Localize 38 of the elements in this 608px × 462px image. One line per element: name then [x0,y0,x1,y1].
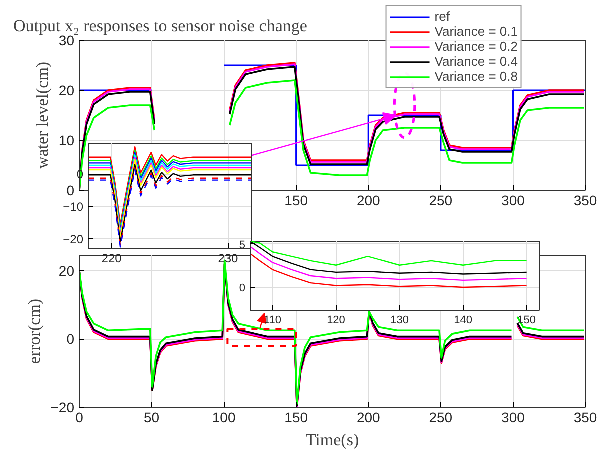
x-tick-label: 150 [284,192,308,208]
x-tick-label: 150 [284,410,308,426]
legend-label: Variance = 0.2 [434,39,518,54]
x-tick-label: 130 [390,314,409,326]
x-tick-label: 220 [102,252,122,266]
y-tick-label: 0 [66,331,75,348]
y-tick-label: 20 [58,82,75,98]
x-tick-label: 350 [574,410,598,426]
x-tick-label: 300 [502,410,526,426]
y-axis-title: error(cm) [24,298,44,364]
legend-label: Variance = 0.1 [434,24,518,39]
line-series [250,246,528,282]
x-axis-title: Time(s) [306,430,360,450]
y-tick-label: 30 [58,32,75,48]
line-series [250,253,528,288]
x-tick-label: 140 [454,314,472,326]
y-tick-label: 10 [58,132,75,148]
x-tick-label: 200 [356,410,381,426]
y-axis-title: water level(cm) [32,62,52,170]
x-tick-label: 200 [356,192,381,208]
legend-label: Variance = 0.8 [434,69,518,84]
x-tick-label: 300 [502,192,526,208]
line-series [250,242,528,266]
x-tick-label: 230 [218,252,239,266]
x-tick-label: 120 [327,314,346,326]
y-tick-label: 0 [66,182,75,198]
x-tick-label: 250 [429,192,453,208]
y-tick-label: −10 [63,200,84,214]
x-tick-label: 50 [144,410,160,426]
y-tick-label: −20 [50,400,75,416]
x-tick-label: 250 [429,410,453,426]
legend-label: ref [434,9,451,24]
chart-title: Output x₂ responses to sensor noise change [14,16,308,36]
y-tick-label: 20 [58,262,75,279]
y-tick-label: −20 [63,232,84,246]
x-tick-label: 350 [574,192,598,208]
legend-label: Variance = 0.4 [434,54,518,69]
x-tick-label: 100 [212,410,236,426]
